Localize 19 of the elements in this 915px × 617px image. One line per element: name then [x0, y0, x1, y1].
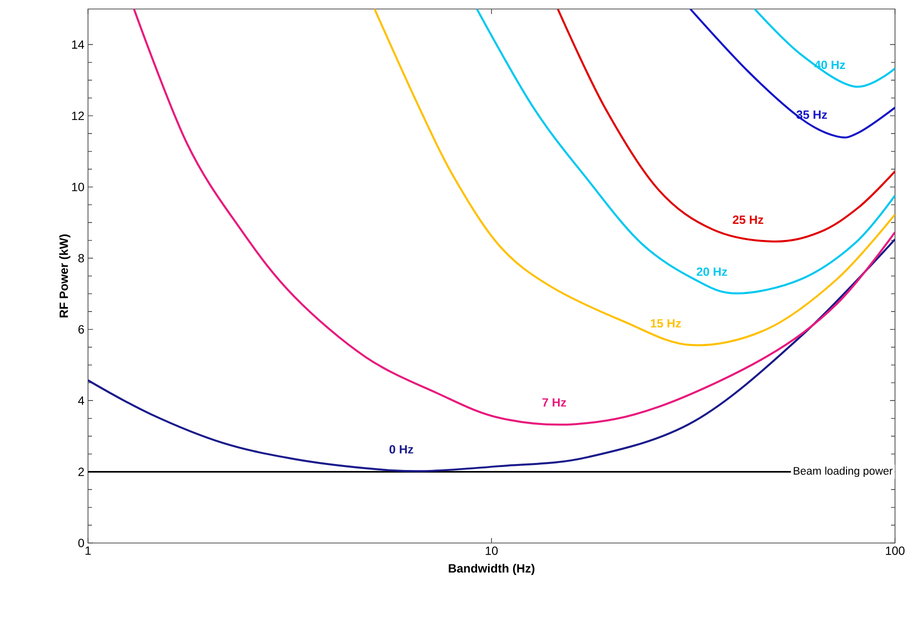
- y-tick-label: 0: [78, 538, 84, 548]
- x-axis-title: Bandwidth (Hz): [448, 564, 534, 575]
- y-tick-label: 14: [72, 40, 84, 49]
- x-tick-label: 10: [486, 546, 498, 555]
- y-tick-label: 10: [72, 182, 84, 192]
- ref-line-label: Beam loading power: [794, 466, 893, 477]
- y-axis-title: RF Power (kW): [59, 234, 70, 318]
- y-tick-label: 2: [78, 468, 84, 476]
- x-tick-label: 100: [886, 546, 905, 555]
- series-label: 20 Hz: [696, 267, 728, 276]
- y-tick-label: 4: [78, 396, 84, 405]
- y-tick-label: 8: [78, 254, 84, 262]
- series-label: 7 Hz: [542, 398, 566, 407]
- y-tick-label: 6: [78, 325, 84, 334]
- y-tick-label: 12: [72, 112, 84, 120]
- series-label: 0 Hz: [390, 445, 414, 454]
- series-label: 25 Hz: [732, 215, 764, 224]
- series-label: 15 Hz: [650, 319, 681, 328]
- x-tick-label: 1: [86, 546, 91, 555]
